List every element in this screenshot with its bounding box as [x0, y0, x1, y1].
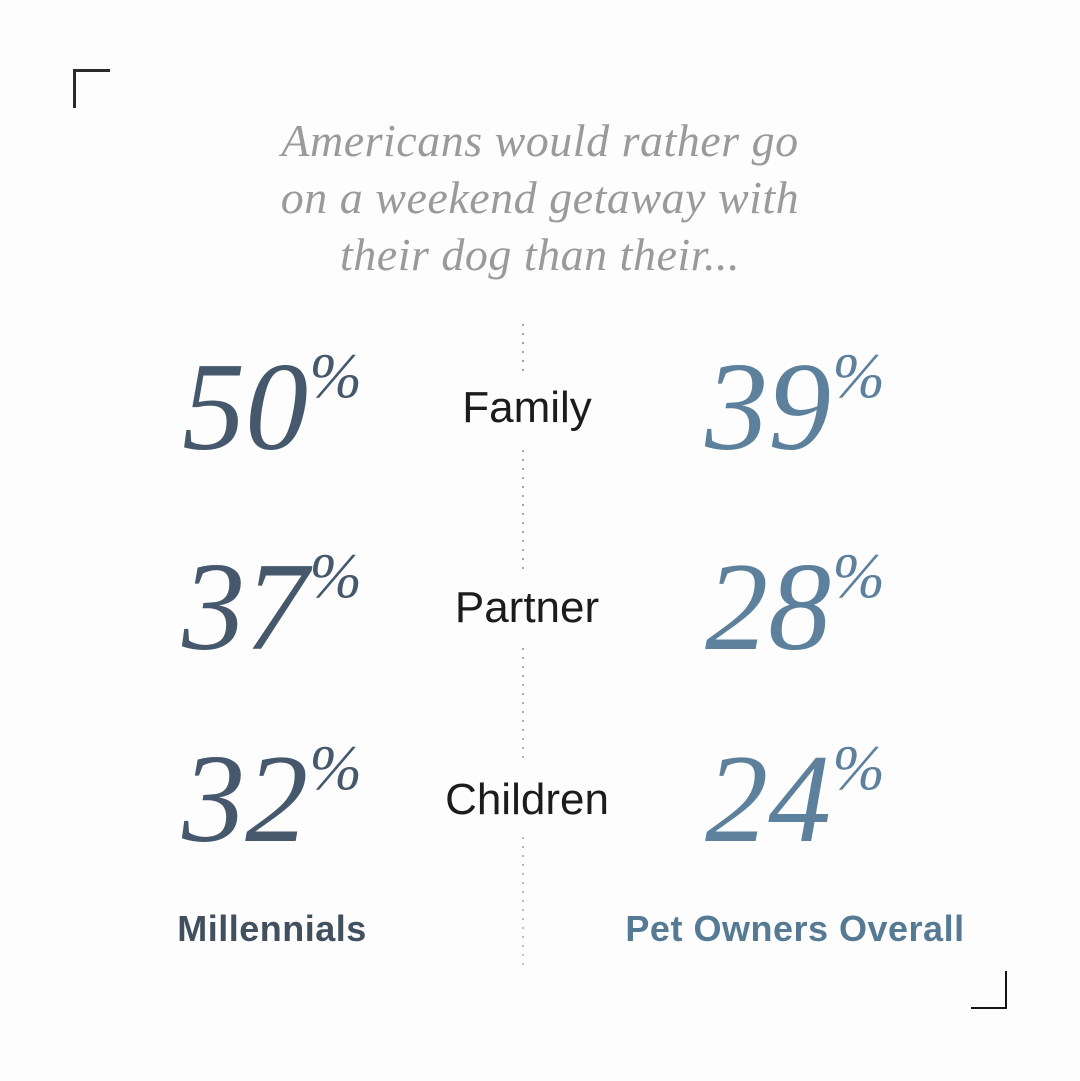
- title-line-2: on a weekend getaway with: [280, 172, 800, 223]
- stat-number: 28: [705, 537, 832, 677]
- series-legend: Millennials Pet Owners Overall: [92, 908, 988, 950]
- title-line-1: Americans would rather go: [281, 115, 799, 166]
- category-label-family: Family: [450, 372, 604, 443]
- corner-bracket-top-left: [73, 69, 110, 108]
- stat-number: 24: [705, 729, 832, 869]
- category-label-partner: Partner: [442, 572, 612, 643]
- percent-sign: %: [309, 340, 362, 411]
- percent-sign: %: [832, 340, 885, 411]
- legend-millennials: Millennials: [177, 908, 367, 949]
- category-label-children: Children: [433, 764, 621, 835]
- stat-row-partner: 37% Partner 28%: [92, 515, 988, 700]
- stat-number: 37: [182, 537, 309, 677]
- stat-number: 32: [182, 729, 309, 869]
- title-line-3: their dog than their...: [340, 229, 740, 280]
- legend-pet-owners-overall: Pet Owners Overall: [625, 908, 965, 949]
- percent-sign: %: [309, 540, 362, 611]
- stat-number: 39: [705, 337, 832, 477]
- pet-owners-children-value: 24%: [602, 732, 988, 863]
- percent-sign: %: [309, 732, 362, 803]
- corner-bracket-bottom-right: [971, 971, 1007, 1009]
- stat-number: 50: [182, 337, 309, 477]
- percent-sign: %: [832, 540, 885, 611]
- pet-owners-family-value: 39%: [602, 340, 988, 471]
- millennials-family-value: 50%: [92, 340, 452, 471]
- pet-owners-partner-value: 28%: [602, 540, 988, 671]
- stat-row-family: 50% Family 39%: [92, 315, 988, 500]
- millennials-children-value: 32%: [92, 732, 452, 863]
- millennials-partner-value: 37%: [92, 540, 452, 671]
- chart-title: Americans would rather go on a weekend g…: [0, 112, 1080, 283]
- stat-row-children: 32% Children 24%: [92, 707, 988, 892]
- dotted-divider-line: [522, 324, 524, 966]
- percent-sign: %: [832, 732, 885, 803]
